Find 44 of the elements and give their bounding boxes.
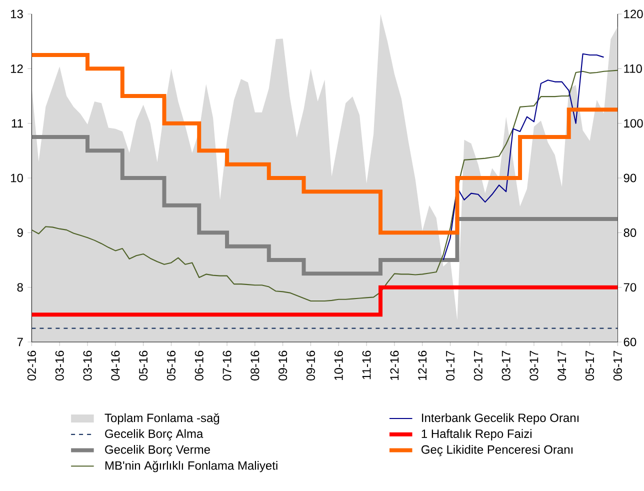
- y-tick-label: 10: [11, 174, 23, 182]
- legend-label: MB'nin Ağırlıklı Fonlama Maliyeti: [105, 460, 278, 472]
- x-tick-label: 05-16: [139, 350, 148, 380]
- x-tick-label: 03-17: [502, 350, 510, 380]
- x-tick-label: 02-17: [474, 350, 482, 380]
- y2-tick-label: 60: [624, 338, 636, 346]
- x-tick-label: 12-16: [390, 350, 399, 380]
- legend-label: Interbank Gecelik Repo Oranı: [422, 413, 578, 424]
- x-tick-label: 01-17: [446, 350, 455, 380]
- x-tick-label: 06-16: [194, 350, 204, 380]
- y2-tick-label: 100: [624, 119, 643, 128]
- y2-tick-label: 120: [624, 10, 643, 18]
- x-tick-label: 03-17: [530, 350, 538, 380]
- y-tick-label: 13: [11, 10, 23, 18]
- legend-label: Gecelik Borç Alma: [105, 429, 204, 440]
- x-tick-label: 08-16: [250, 350, 260, 380]
- y-tick-label: 9: [17, 228, 23, 237]
- legend-label: Gecelik Borç Verme: [105, 444, 210, 456]
- y2-tick-label: 80: [624, 228, 636, 237]
- x-tick-label: 05-16: [166, 350, 176, 380]
- x-tick-label: 03-16: [55, 350, 64, 380]
- x-tick-label: 12-16: [418, 350, 427, 380]
- y-tick-label: 7: [17, 338, 23, 346]
- x-tick-label: 06-17: [613, 350, 622, 380]
- x-tick-label: 04-17: [558, 350, 566, 380]
- line-series: [442, 53, 604, 261]
- x-tick-label: 10-16: [334, 350, 343, 380]
- x-tick-label: 02-16: [27, 350, 36, 380]
- legend-label: 1 Haftalık Repo Faizi: [422, 429, 532, 440]
- y-tick-label: 8: [17, 283, 23, 292]
- x-tick-label: 04-16: [111, 350, 120, 380]
- y-tick-label: 12: [11, 64, 23, 73]
- x-tick-label: 03-16: [83, 350, 92, 380]
- x-tick-label: 07-16: [222, 350, 232, 380]
- y2-tick-label: 90: [624, 174, 636, 182]
- legend-label: Geç Likidite Penceresi Oranı: [422, 444, 572, 456]
- x-tick-label: 09-16: [278, 350, 288, 380]
- y-tick-label: 11: [12, 119, 23, 128]
- x-tick-label: 11-16: [362, 350, 371, 380]
- y2-tick-label: 70: [624, 283, 636, 292]
- y2-tick-label: 110: [624, 64, 642, 73]
- x-tick-label: 09-16: [306, 350, 315, 380]
- legend-label: Toplam Fonlama -sağ: [104, 413, 220, 425]
- x-tick-label: 05-17: [586, 350, 594, 380]
